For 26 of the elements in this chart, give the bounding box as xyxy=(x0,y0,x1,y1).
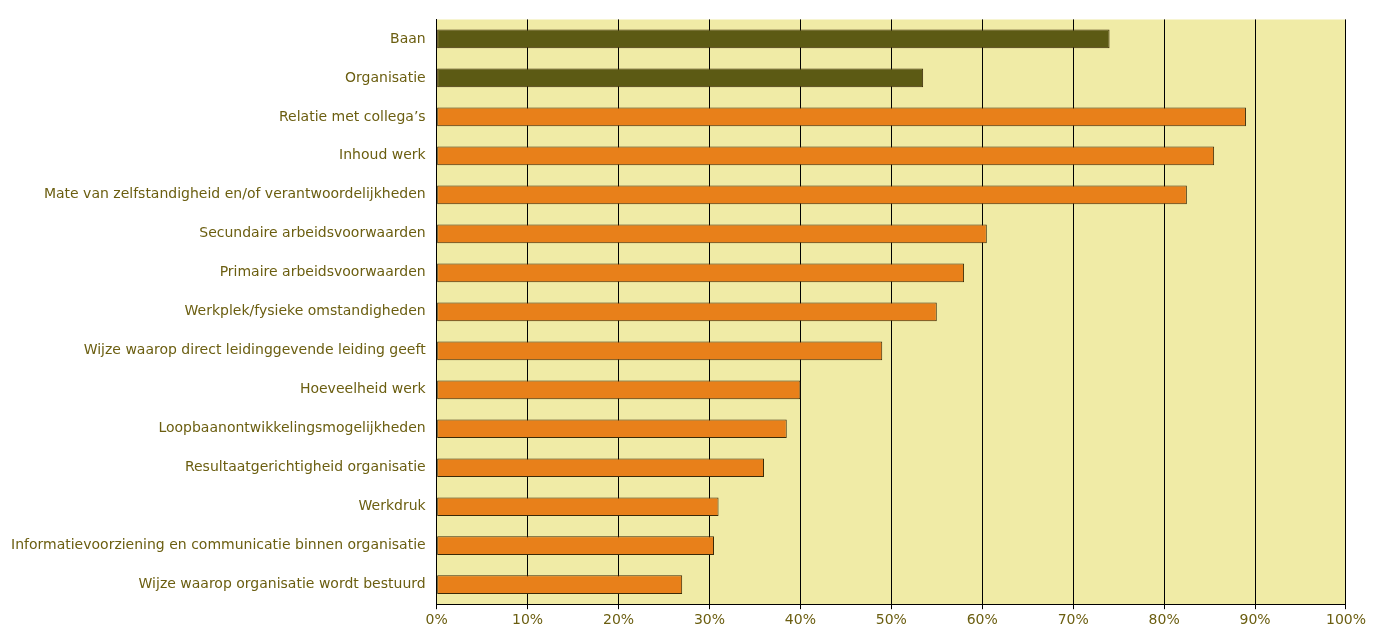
x-tick-label: 0% xyxy=(425,611,448,628)
x-tick-label: 50% xyxy=(875,611,907,628)
x-tick-label: 70% xyxy=(1057,611,1089,628)
y-tick-label: Organisatie xyxy=(345,68,426,85)
y-tick-label: Primaire arbeidsvoorwaarden xyxy=(219,263,426,280)
y-tick-label: Wijze waarop direct leidinggevende leiding geeft xyxy=(83,341,427,358)
x-tick-label: 20% xyxy=(602,611,635,628)
x-tick-label: 10% xyxy=(512,611,544,628)
x-tick-label: 80% xyxy=(1148,611,1180,628)
x-tick-label: 60% xyxy=(966,611,998,628)
x-tick-label: 40% xyxy=(784,611,816,628)
y-tick-label: Hoeveelheid werk xyxy=(299,380,427,397)
x-tick-label: 90% xyxy=(1239,611,1271,628)
y-tick-label: Baan xyxy=(390,29,426,46)
y-tick-label: Secundaire arbeidsvoorwaarden xyxy=(199,224,426,241)
y-tick-label: Wijze waarop organisatie wordt bestuurd xyxy=(138,575,426,592)
x-tick-label: 30% xyxy=(693,611,726,628)
y-tick-label: Werkdruk xyxy=(358,497,427,514)
x-tick-label: 100% xyxy=(1325,611,1366,628)
y-tick-label: Resultaatgerichtigheid organisatie xyxy=(184,458,426,475)
y-tick-label: Werkplek/fysieke omstandigheden xyxy=(184,302,426,319)
y-tick-label: Inhoud werk xyxy=(339,146,427,163)
y-tick-label: Loopbaanontwikkelingsmogelijkheden xyxy=(158,419,426,436)
y-tick-label: Informatievoorziening en communicatie binnen organisatie xyxy=(11,536,426,553)
y-tick-label: Mate van zelfstandigheid en/of verantwoordelijkheden xyxy=(43,185,426,202)
y-tick-label: Relatie met collega’s xyxy=(278,107,426,124)
